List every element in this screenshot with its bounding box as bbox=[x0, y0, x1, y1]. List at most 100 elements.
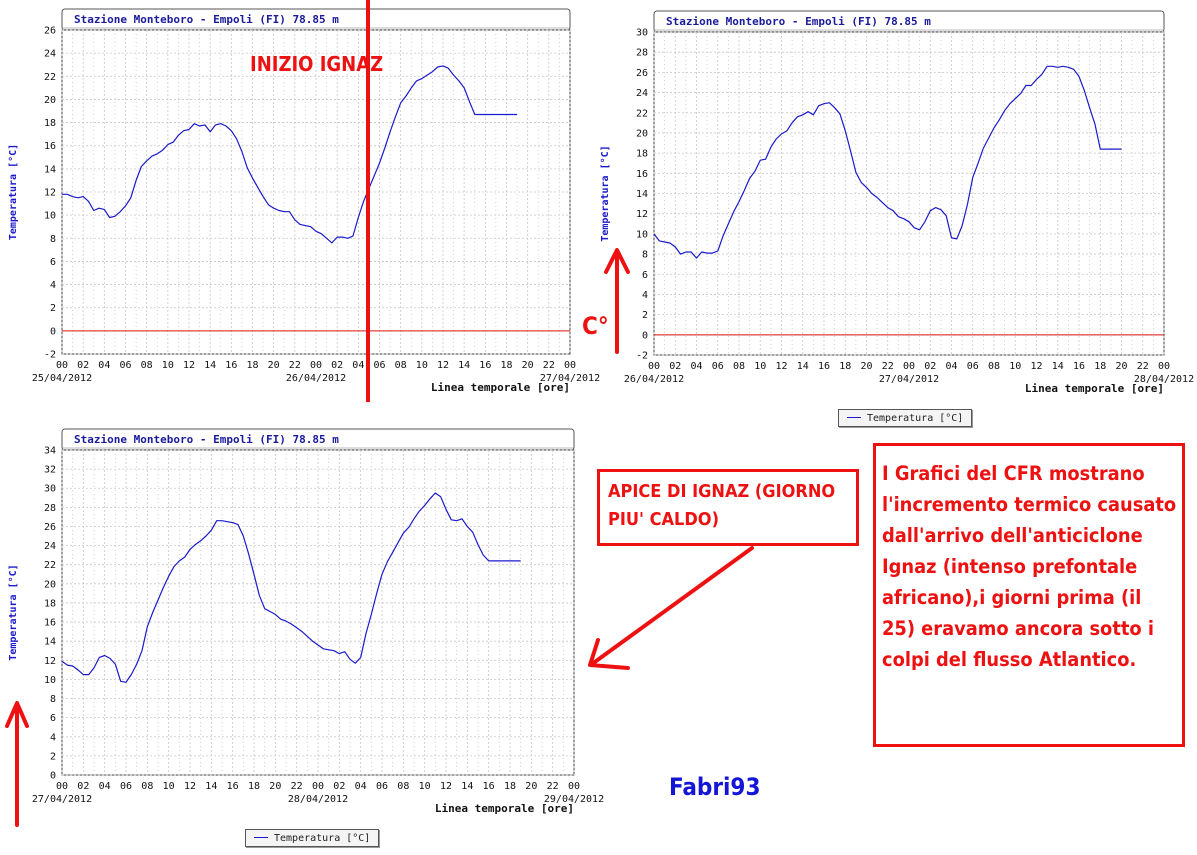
y-tick-label: 10 bbox=[44, 211, 56, 222]
apex-callout: APICE DI IGNAZ (GIORNO PIU' CALDO) bbox=[597, 469, 859, 546]
x-tick-label: 04 bbox=[690, 361, 702, 372]
x-axis-label: Linea temporale [ore] bbox=[435, 802, 574, 815]
x-tick-label: 10 bbox=[754, 361, 766, 372]
y-tick-label: 14 bbox=[636, 189, 648, 200]
y-tick-label: 2 bbox=[642, 310, 648, 321]
note-line: africano),i giorni prima (il bbox=[882, 586, 1142, 609]
legend-label: Temperatura [°C] bbox=[274, 833, 371, 844]
x-tick-label: 14 bbox=[458, 360, 470, 371]
y-tick-label: 32 bbox=[44, 465, 56, 476]
chart-3: Stazione Monteboro - Empoli (FI) 78.85 m… bbox=[8, 426, 608, 826]
x-date-label: 27/04/2012 bbox=[540, 373, 600, 384]
y-tick-label: 26 bbox=[44, 522, 56, 533]
y-tick-label: 12 bbox=[44, 188, 56, 199]
y-tick-label: 12 bbox=[44, 656, 56, 667]
y-tick-label: 34 bbox=[44, 446, 56, 457]
x-date-label: 28/04/2012 bbox=[288, 794, 348, 805]
chart-title: Stazione Monteboro - Empoli (FI) 78.85 m bbox=[74, 433, 339, 446]
x-tick-label: 02 bbox=[333, 781, 345, 792]
x-tick-label: 18 bbox=[248, 781, 260, 792]
x-date-label: 25/04/2012 bbox=[32, 373, 92, 384]
y-tick-label: 14 bbox=[44, 637, 56, 648]
chart-title-bar: Stazione Monteboro - Empoli (FI) 78.85 m bbox=[653, 10, 1165, 33]
x-tick-label: 06 bbox=[119, 360, 131, 371]
x-tick-label: 06 bbox=[712, 361, 724, 372]
x-tick-label: 02 bbox=[924, 361, 936, 372]
x-tick-label: 02 bbox=[331, 360, 343, 371]
legend-label: Temperatura [°C] bbox=[867, 413, 964, 424]
x-tick-label: 22 bbox=[289, 360, 301, 371]
x-tick-label: 18 bbox=[1094, 361, 1106, 372]
x-tick-label: 08 bbox=[141, 360, 153, 371]
x-date-label: 27/04/2012 bbox=[879, 374, 939, 385]
y-tick-label: 20 bbox=[636, 128, 648, 139]
x-tick-label: 20 bbox=[525, 781, 537, 792]
apex-text: APICE DI IGNAZ (GIORNO PIU' CALDO) bbox=[608, 481, 836, 530]
inizio-ignaz-line bbox=[366, 0, 370, 402]
x-tick-label: 06 bbox=[376, 781, 388, 792]
y-tick-label: 26 bbox=[44, 26, 56, 37]
x-tick-label: 00 bbox=[1158, 361, 1170, 372]
x-tick-label: 22 bbox=[1137, 361, 1149, 372]
legend-swatch bbox=[847, 416, 861, 418]
y-tick-label: 22 bbox=[636, 108, 648, 119]
x-tick-label: 00 bbox=[568, 781, 580, 792]
x-axis-label: Linea temporale [ore] bbox=[431, 381, 570, 394]
x-tick-label: 10 bbox=[162, 360, 174, 371]
note-line: 25) eravamo ancora sotto i bbox=[882, 617, 1154, 640]
author-credit: Fabri93 bbox=[669, 773, 761, 801]
degree-label: C° bbox=[582, 312, 609, 340]
x-tick-label: 08 bbox=[988, 361, 1000, 372]
y-axis-label: Temperatura [°C] bbox=[8, 564, 19, 660]
x-tick-label: 22 bbox=[882, 361, 894, 372]
y-tick-label: 22 bbox=[44, 72, 56, 83]
y-tick-label: 24 bbox=[44, 541, 56, 552]
x-tick-label: 12 bbox=[437, 360, 449, 371]
y-tick-label: 2 bbox=[50, 751, 56, 762]
x-tick-label: 04 bbox=[355, 781, 367, 792]
x-tick-label: 00 bbox=[312, 781, 324, 792]
y-tick-label: 16 bbox=[636, 169, 648, 180]
x-tick-label: 06 bbox=[967, 361, 979, 372]
x-tick-label: 08 bbox=[397, 781, 409, 792]
y-axis-label: Temperatura [°C] bbox=[600, 145, 611, 241]
legend-chart-2: Temperatura [°C] bbox=[838, 409, 973, 427]
x-tick-label: 10 bbox=[163, 781, 175, 792]
x-tick-label: 14 bbox=[797, 361, 809, 372]
x-tick-label: 08 bbox=[733, 361, 745, 372]
x-tick-label: 20 bbox=[860, 361, 872, 372]
x-tick-label: 22 bbox=[547, 781, 559, 792]
x-tick-label: 04 bbox=[98, 360, 110, 371]
x-tick-label: 16 bbox=[483, 781, 495, 792]
y-tick-label: 0 bbox=[50, 771, 56, 782]
x-tick-label: 20 bbox=[269, 781, 281, 792]
chart-1-svg: Stazione Monteboro - Empoli (FI) 78.85 m… bbox=[8, 8, 600, 394]
inizio-ignaz-label: INIZIO IGNAZ bbox=[250, 52, 384, 76]
legend-swatch bbox=[254, 836, 268, 838]
x-tick-label: 00 bbox=[903, 361, 915, 372]
x-tick-label: 08 bbox=[141, 781, 153, 792]
x-tick-label: 02 bbox=[669, 361, 681, 372]
x-tick-label: 20 bbox=[268, 360, 280, 371]
y-tick-label: 12 bbox=[636, 209, 648, 220]
note-line: dall'arrivo dell'anticiclone bbox=[882, 524, 1143, 547]
x-tick-label: 10 bbox=[419, 781, 431, 792]
x-tick-label: 20 bbox=[1115, 361, 1127, 372]
x-tick-label: 14 bbox=[461, 781, 473, 792]
y-tick-label: 2 bbox=[50, 303, 56, 314]
x-tick-label: 16 bbox=[225, 360, 237, 371]
x-tick-label: 22 bbox=[291, 781, 303, 792]
x-tick-label: 16 bbox=[1073, 361, 1085, 372]
x-tick-label: 10 bbox=[416, 360, 428, 371]
x-tick-label: 00 bbox=[648, 361, 660, 372]
y-axis-label: Temperatura [°C] bbox=[8, 144, 19, 240]
x-tick-label: 12 bbox=[183, 360, 195, 371]
y-tick-label: 6 bbox=[642, 270, 648, 281]
x-date-label: 26/04/2012 bbox=[624, 374, 684, 385]
x-axis-label: Linea temporale [ore] bbox=[1025, 382, 1164, 395]
y-tick-label: 28 bbox=[636, 48, 648, 59]
temperature-series-line bbox=[61, 492, 521, 683]
x-tick-label: 04 bbox=[99, 781, 111, 792]
x-tick-label: 14 bbox=[1052, 361, 1064, 372]
y-tick-label: 16 bbox=[44, 141, 56, 152]
